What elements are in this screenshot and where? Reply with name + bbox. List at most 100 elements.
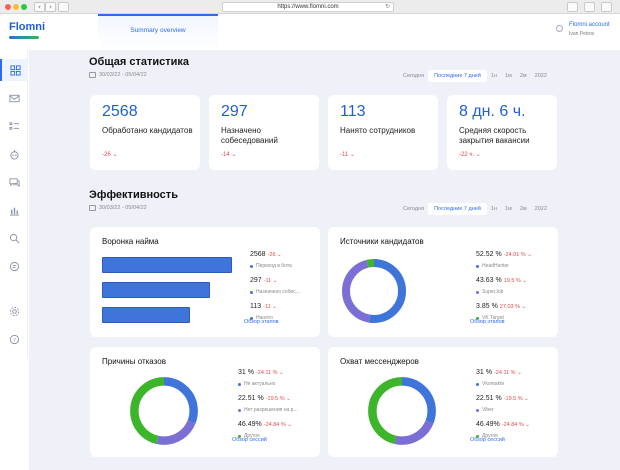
stats-title: Общая статистика: [89, 56, 190, 68]
stats-date-text: 30/03/22 - 05/04/22: [99, 72, 147, 78]
efficiency-date-range[interactable]: 30/03/22 - 05/04/22: [89, 205, 147, 211]
legend-value: 113: [250, 303, 262, 310]
sidebar-item-analytics[interactable]: [0, 199, 28, 221]
share-icon[interactable]: [567, 2, 578, 12]
legend-dot: [238, 434, 241, 438]
period-today[interactable]: Сегодня: [403, 206, 425, 212]
account-title: Flomni account: [569, 22, 610, 28]
period-2m[interactable]: 2м: [519, 206, 527, 212]
legend-dot: [476, 290, 479, 294]
period-today[interactable]: Сегодня: [403, 73, 425, 79]
chart-icon: [9, 207, 19, 216]
view-stages-link[interactable]: Обзор этапов: [244, 319, 279, 325]
messengers-donut-chart: [368, 377, 436, 445]
legend-value: 297: [250, 277, 262, 284]
address-bar[interactable]: https://www.flomni.com ↻: [222, 2, 394, 12]
forward-icon[interactable]: ›: [45, 2, 56, 12]
sources-donut-chart: [342, 259, 406, 323]
panel-hiring-funnel: Воронка найма 2568 -26 ⌄ Переход в бота 2…: [90, 227, 320, 337]
legend-delta: -24.11 % ⌄: [493, 370, 522, 376]
legend-dot: [476, 382, 479, 386]
legend-value: 31 %: [476, 369, 492, 376]
logo[interactable]: Flomni: [9, 21, 46, 33]
period-1w[interactable]: 1н: [490, 73, 497, 79]
stat-card-processed: 2568 Обработано кандидатов -26 ⌄: [90, 95, 200, 170]
sidebar: ?: [0, 50, 28, 356]
stats-date-range[interactable]: 30/03/22 - 05/04/22: [89, 72, 147, 78]
legend-dot: [250, 290, 253, 294]
stat-value: 2568: [102, 103, 138, 120]
period-2m[interactable]: 2м: [519, 73, 527, 79]
sidebar-item-settings[interactable]: [0, 300, 28, 322]
sidebar-item-messages[interactable]: [0, 255, 28, 277]
period-1m[interactable]: 1м: [504, 206, 512, 212]
period-year[interactable]: 2022: [534, 206, 547, 212]
close-window-icon[interactable]: [5, 4, 11, 10]
legend-delta: -11 ⌄: [263, 304, 277, 310]
bot-icon: [9, 149, 19, 160]
legend-name: VK Target: [482, 315, 504, 321]
stat-label: Назначено собеседований: [221, 126, 278, 145]
legend-delta: 27.03 % ⌄: [499, 304, 527, 310]
add-tab-icon[interactable]: [601, 2, 612, 12]
legend-item: 2568 -26 ⌄ Переход в бота: [250, 243, 360, 269]
period-year[interactable]: 2022: [534, 73, 547, 79]
legend-name: Нанято: [256, 315, 273, 321]
minimize-window-icon[interactable]: [13, 4, 19, 10]
legend-name: SuperJob: [482, 289, 504, 295]
stat-delta: -11 ⌄: [340, 152, 355, 158]
sidebar-item-dashboard[interactable]: [0, 59, 28, 81]
period-last-7-days[interactable]: Последние 7 дней: [428, 70, 487, 82]
view-sessions-link[interactable]: Обзор сессий: [232, 437, 267, 443]
donut-segment-1: [342, 259, 406, 323]
sidebar-item-list[interactable]: [0, 115, 28, 137]
legend-item: 46.49% -24.84 % ⌄ Другое: [476, 413, 586, 439]
sidebar-item-bot[interactable]: [0, 143, 28, 165]
address-text: https://www.flomni.com: [277, 4, 339, 10]
browser-toolbar: ‹ › https://www.flomni.com ↻: [0, 0, 620, 14]
legend-item: 31 % -24.11 % ⌄ Vkontakte: [476, 361, 586, 387]
stat-label: Нанято сотрудников: [340, 126, 416, 135]
stat-label: Средняя скорость закрытия вакансии: [459, 126, 530, 145]
tabs-icon[interactable]: [584, 2, 595, 12]
legend-value: 22.51 %: [476, 395, 502, 402]
back-icon[interactable]: ‹: [34, 2, 45, 12]
donut-segment-1: [130, 377, 198, 445]
legend-name: Vkontakte: [482, 381, 505, 387]
legend-delta: -24.84 % ⌄: [263, 422, 292, 428]
stat-value: 297: [221, 103, 248, 120]
panel-title: Причины отказов: [102, 357, 166, 366]
sidebar-item-chat[interactable]: [0, 171, 28, 193]
legend-item: 22.51 % -19.5 % ⌄ Нет разрешения на р...: [238, 387, 348, 413]
sidebar-item-help[interactable]: ?: [0, 328, 28, 350]
tab-summary-overview[interactable]: Summary overview: [98, 14, 218, 50]
legend-name: Переход в бота: [256, 263, 292, 269]
donut-segment-2: [342, 259, 406, 323]
period-1w[interactable]: 1н: [490, 206, 497, 212]
legend-name: Другое: [244, 433, 260, 439]
reload-icon[interactable]: ↻: [384, 3, 390, 10]
sidebar-item-mail[interactable]: [0, 87, 28, 109]
refusals-donut-chart: [130, 377, 198, 445]
panel-messenger-reach: Охват мессенджеров 31 % -24.11 % ⌄ Vkonta…: [328, 347, 558, 457]
legend-name: Viber: [482, 407, 494, 413]
view-sessions-link[interactable]: Обзор сессий: [470, 437, 505, 443]
legend-delta: -24.11 % ⌄: [255, 370, 284, 376]
legend-delta: -26 ⌄: [267, 252, 282, 258]
period-last-7-days[interactable]: Последние 7 дней: [428, 203, 487, 215]
stat-delta: -26 ⌄: [102, 152, 118, 158]
maximize-window-icon[interactable]: [21, 4, 27, 10]
period-1m[interactable]: 1м: [504, 73, 512, 79]
mail-icon: [8, 94, 20, 102]
sidebar-item-search[interactable]: [0, 227, 28, 249]
legend-dot: [250, 316, 253, 320]
main-content: Общая статистика 30/03/22 - 05/04/22 Сег…: [29, 50, 620, 470]
stat-card-closing-speed: 8 дн. 6 ч. Средняя скорость закрытия вак…: [447, 95, 557, 170]
dashboard-icon: [9, 64, 21, 76]
stat-value: 113: [340, 103, 366, 120]
app-header: Flomni Summary overview Flomni account I…: [0, 14, 620, 50]
view-stages-link[interactable]: Обзор этапов: [470, 319, 505, 325]
help-icon: ?: [9, 334, 19, 344]
stat-delta: -14 ⌄: [221, 152, 237, 158]
sidebar-toggle-icon[interactable]: [58, 2, 69, 12]
